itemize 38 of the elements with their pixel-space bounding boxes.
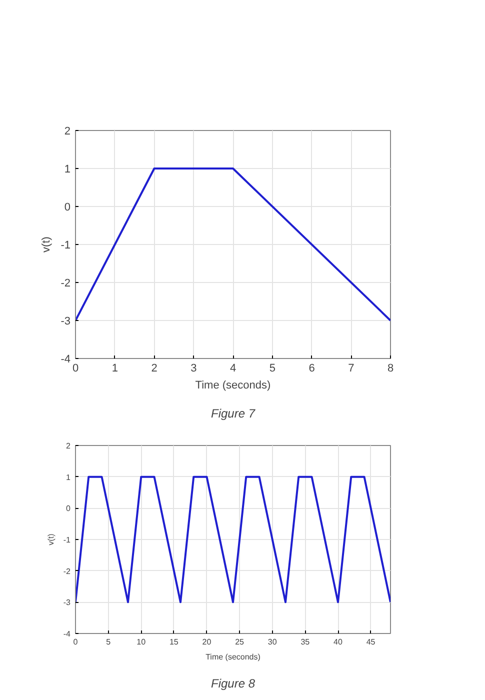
x-tick-label: 0 [73,638,78,646]
x-tick-label: 45 [366,638,376,646]
x-tick-label: 4 [230,362,236,374]
x-tick-label: 5 [269,362,276,374]
x-tick-label: 30 [268,638,278,646]
y-tick-label: 2 [66,442,72,450]
x-tick-label: 25 [235,638,245,646]
x-tick-label: 5 [106,638,112,646]
x-tick-label: 15 [169,638,179,646]
caption: Figure 7 [210,406,256,420]
x-tick-label: 1 [112,362,118,374]
x-tick-label: 6 [308,362,315,374]
y-tick-label: 1 [66,472,72,482]
y-tick-label: 2 [64,126,71,138]
x-tick-label: 2 [151,362,158,374]
x-tick-label: 7 [348,362,354,374]
y-axis-title: v(t) [46,533,56,546]
x-tick-label: 40 [334,638,343,646]
y-tick-label: 0 [64,202,71,214]
y-tick-label: -1 [63,536,72,544]
y-tick-label: -2 [60,278,70,290]
y-tick-label: 1 [64,164,71,176]
x-axis-title: Time (seconds) [195,380,271,392]
x-tick-label: 8 [387,362,394,374]
x-tick-label: 3 [190,362,197,374]
caption: Figure 8 [210,676,256,690]
y-tick-label: -4 [63,630,72,638]
y-tick-label: -2 [63,566,72,576]
y-tick-label: -3 [63,598,72,608]
x-tick-label: 10 [136,638,146,646]
x-tick-label: 20 [202,638,212,646]
x-axis-title: Time (seconds) [206,652,261,662]
y-tick-label: 0 [66,504,72,514]
y-tick-label: -1 [60,240,70,252]
y-tick-label: -4 [60,354,70,366]
y-tick-label: -3 [60,316,70,328]
y-axis-title: v(t) [40,236,53,252]
x-tick-label: 35 [300,638,310,646]
